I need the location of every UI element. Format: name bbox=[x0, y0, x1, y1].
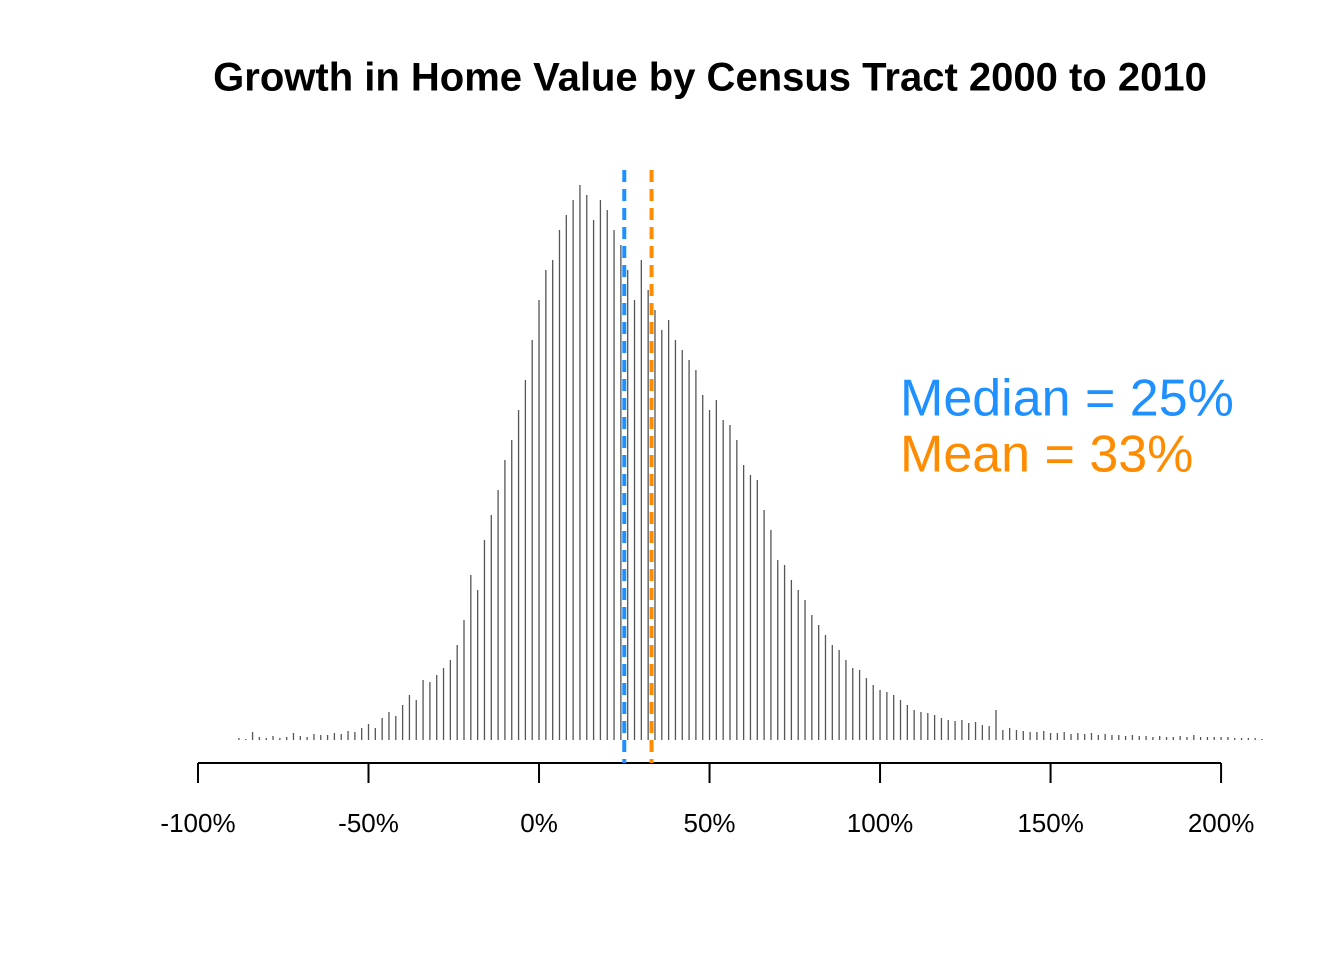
annotation: Median = 25% bbox=[900, 370, 1234, 428]
x-tick-label: 0% bbox=[520, 808, 558, 838]
annotation: Mean = 33% bbox=[900, 426, 1193, 484]
x-tick-label: -100% bbox=[160, 808, 235, 838]
x-tick-label: 200% bbox=[1188, 808, 1255, 838]
x-tick-label: -50% bbox=[338, 808, 399, 838]
x-tick-label: 100% bbox=[847, 808, 914, 838]
x-tick-label: 50% bbox=[684, 808, 736, 838]
x-tick-label: 150% bbox=[1017, 808, 1084, 838]
chart-title: Growth in Home Value by Census Tract 200… bbox=[213, 56, 1207, 100]
